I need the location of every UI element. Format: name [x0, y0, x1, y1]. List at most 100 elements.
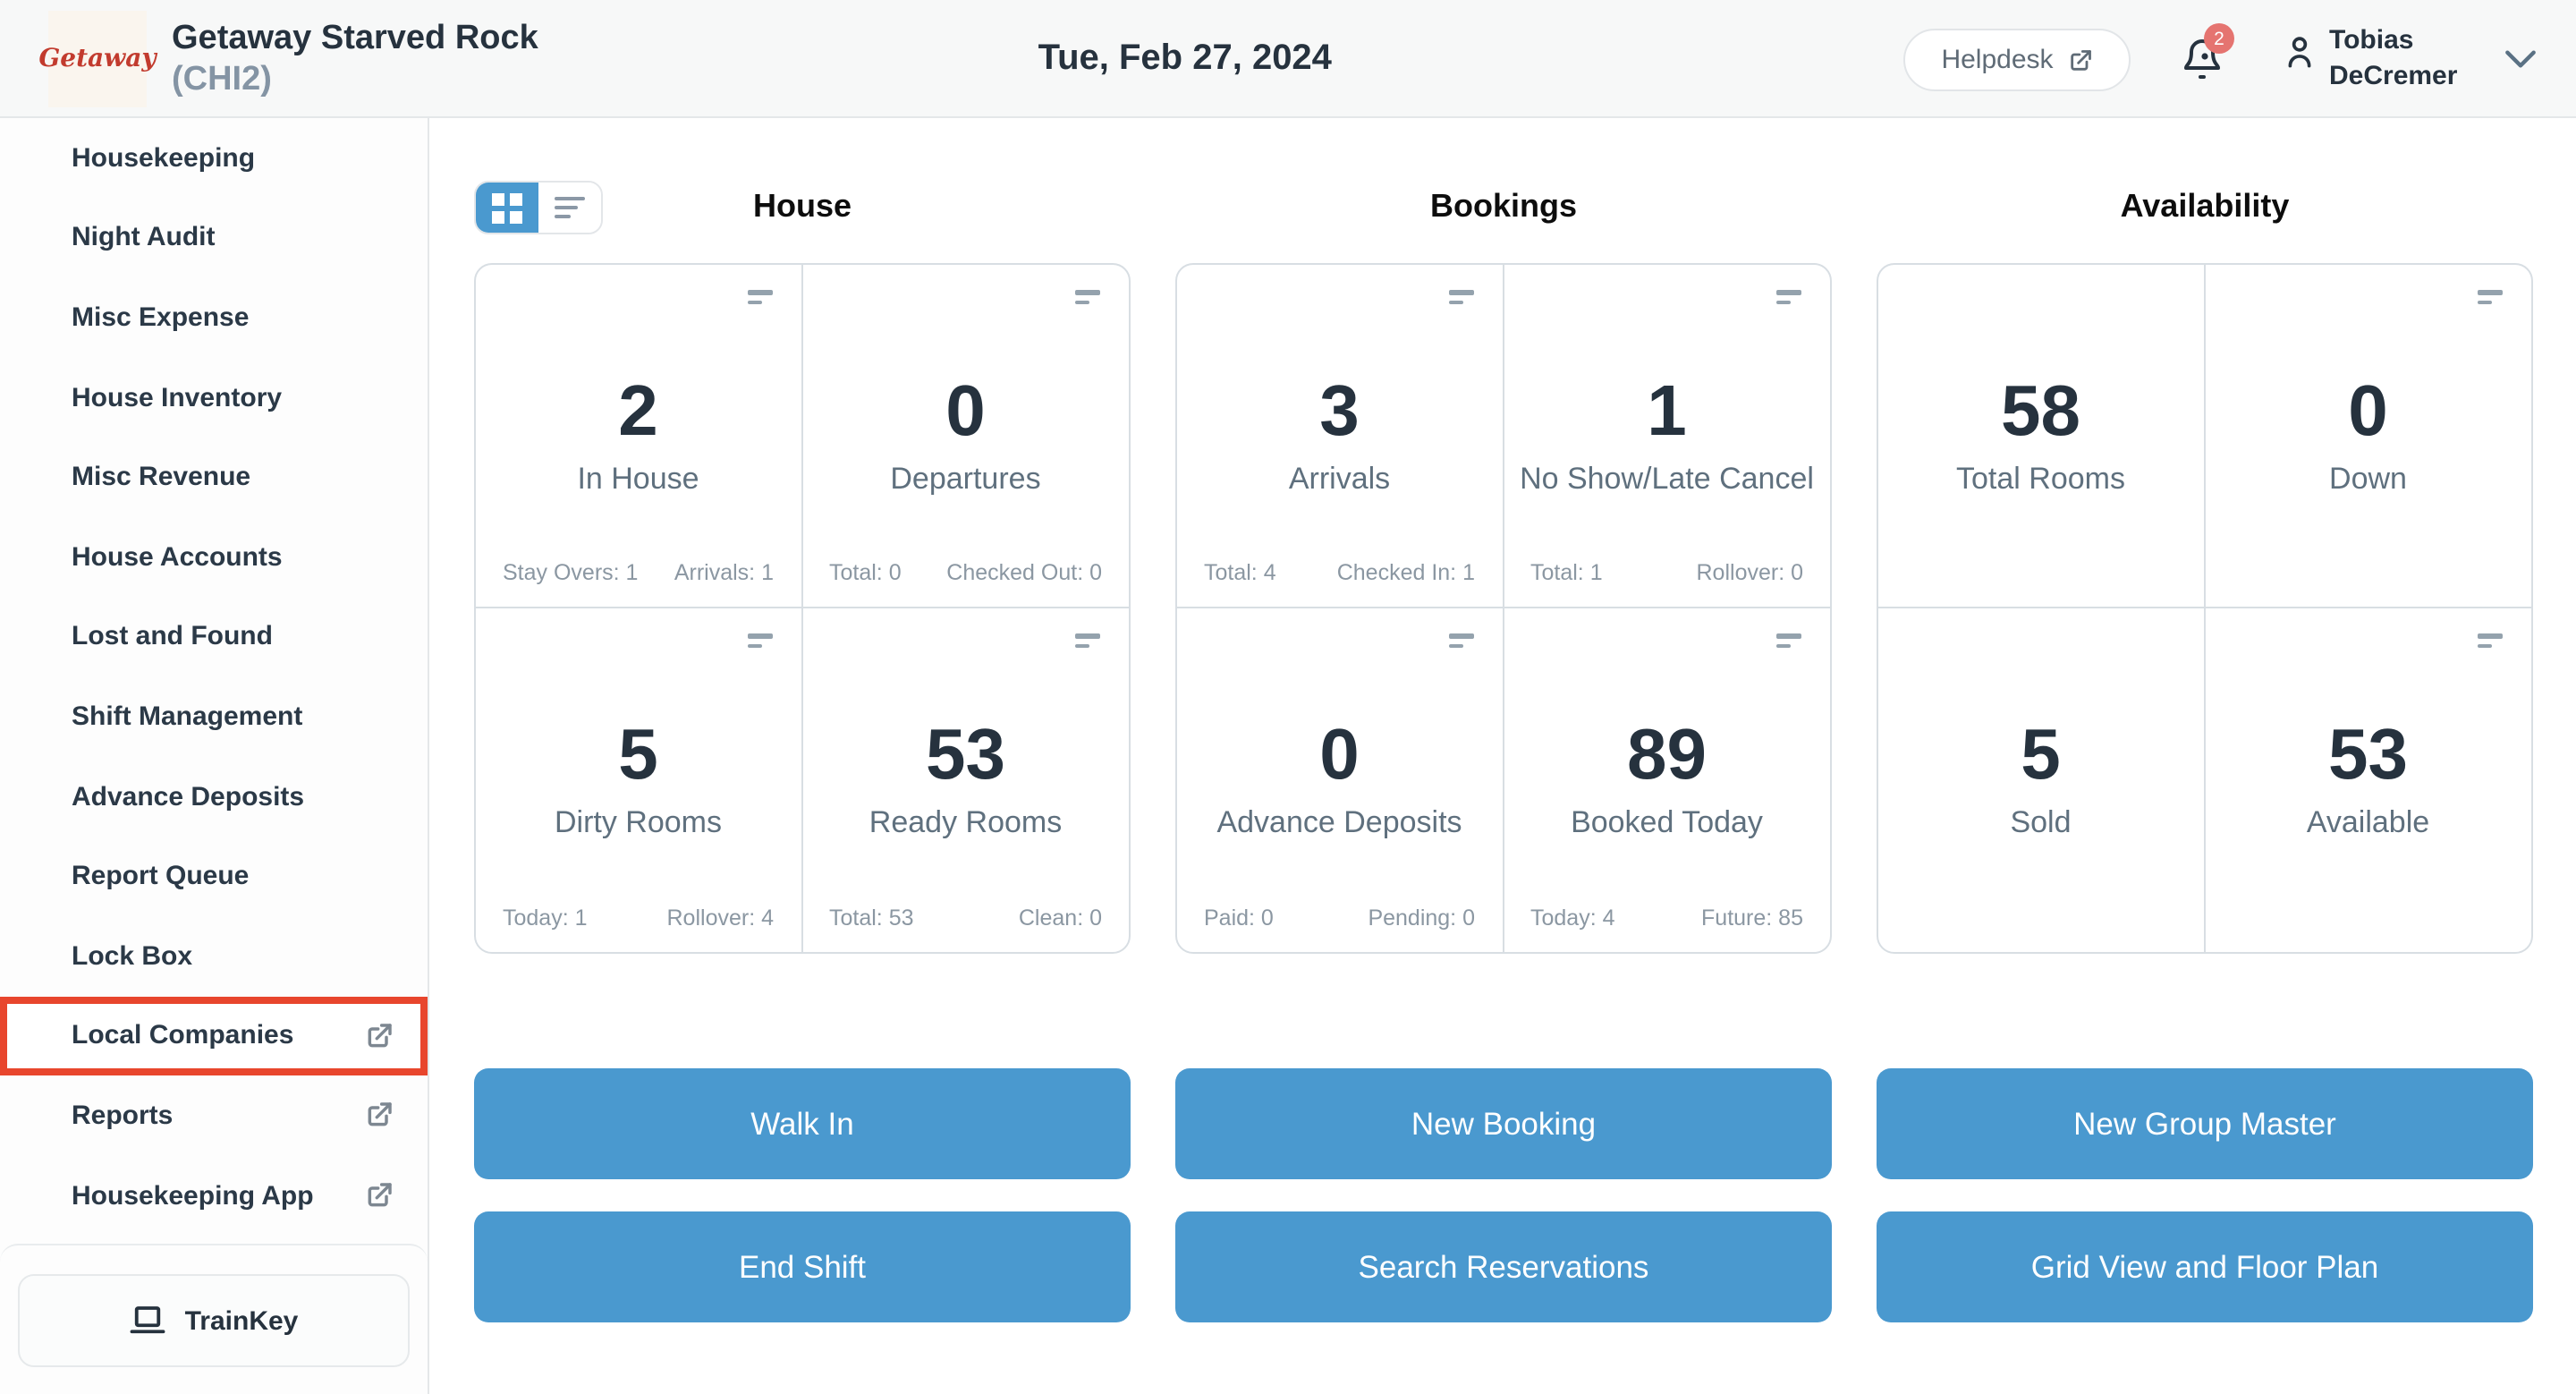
- sidebar-item-night-audit[interactable]: Night Audit: [0, 198, 428, 277]
- section-title-availability: Availability: [2120, 188, 2290, 224]
- stat-card-arrivals[interactable]: 3 Arrivals Total: 4 Checked In: 1: [1177, 265, 1504, 608]
- stat-label: Available: [2306, 805, 2430, 839]
- user-menu[interactable]: Tobias DeCremer: [2284, 23, 2457, 95]
- trainkey-button[interactable]: TrainKey: [18, 1274, 410, 1367]
- stat-footer-left: Paid: 0: [1204, 905, 1274, 931]
- stat-footer-right: Clean: 0: [1018, 905, 1102, 931]
- new-group-master-button[interactable]: New Group Master: [1877, 1068, 2533, 1179]
- external-link-icon: [365, 1101, 394, 1130]
- stat-footer-left: Today: 4: [1530, 905, 1615, 931]
- property-name: Getaway Starved Rock: [172, 20, 538, 57]
- notifications-button[interactable]: 2: [2181, 23, 2234, 84]
- stat-footer: Today: 4 Future: 85: [1530, 905, 1803, 931]
- stat-card-booked-today[interactable]: 89 Booked Today Today: 4 Future: 85: [1504, 608, 1830, 952]
- stat-footer: Total: 0 Checked Out: 0: [829, 560, 1102, 585]
- helpdesk-button[interactable]: Helpdesk: [1903, 29, 2131, 91]
- card-menu-icon[interactable]: [2478, 290, 2503, 304]
- card-menu-icon[interactable]: [1776, 633, 1801, 648]
- sidebar-item-housekeeping[interactable]: Housekeeping: [0, 118, 428, 198]
- stat-value: 1: [1647, 372, 1687, 451]
- search-reservations-button[interactable]: Search Reservations: [1175, 1211, 1832, 1322]
- stat-footer-right: Pending: 0: [1368, 905, 1475, 931]
- stat-value: 5: [2021, 716, 2061, 795]
- stat-value: 53: [926, 716, 1005, 795]
- sidebar-item-misc-revenue[interactable]: Misc Revenue: [0, 438, 428, 517]
- sidebar-item-misc-expense[interactable]: Misc Expense: [0, 277, 428, 357]
- end-shift-button[interactable]: End Shift: [474, 1211, 1131, 1322]
- stat-footer-right: Future: 85: [1701, 905, 1803, 931]
- laptop-icon: [130, 1305, 167, 1337]
- grid-icon: [492, 192, 522, 223]
- stat-card-down[interactable]: 0 Down: [2205, 265, 2531, 608]
- stat-card-in-house[interactable]: 2 In House Stay Overs: 1 Arrivals: 1: [476, 265, 802, 608]
- sidebar-item-reports[interactable]: Reports: [0, 1075, 428, 1155]
- user-icon: [2284, 34, 2315, 70]
- sidebar-item-housekeeping-app[interactable]: Housekeeping App: [0, 1155, 428, 1235]
- new-booking-button[interactable]: New Booking: [1175, 1068, 1832, 1179]
- stat-card-departures[interactable]: 0 Departures Total: 0 Checked Out: 0: [802, 265, 1129, 608]
- stat-footer-left: Total: 1: [1530, 560, 1603, 585]
- stat-card-no-show-late-cancel[interactable]: 1 No Show/Late Cancel Total: 1 Rollover: 0: [1504, 265, 1830, 608]
- user-last-name: DeCremer: [2329, 61, 2458, 91]
- stat-card-total-rooms[interactable]: 58 Total Rooms: [1878, 265, 2205, 608]
- sidebar-item-shift-management[interactable]: Shift Management: [0, 676, 428, 756]
- stat-label: Arrivals: [1288, 462, 1391, 496]
- card-menu-icon[interactable]: [747, 633, 772, 648]
- stat-value: 0: [1319, 716, 1360, 795]
- stat-footer: Total: 1 Rollover: 0: [1530, 560, 1803, 585]
- view-toggle: [474, 181, 603, 234]
- brand-logo[interactable]: Getaway: [38, 11, 157, 107]
- sidebar-item-report-queue[interactable]: Report Queue: [0, 837, 428, 916]
- sidebar-item-label: Report Queue: [72, 861, 250, 892]
- card-menu-icon[interactable]: [747, 290, 772, 304]
- stat-footer-left: Total: 4: [1204, 560, 1276, 585]
- stat-card-dirty-rooms[interactable]: 5 Dirty Rooms Today: 1 Rollover: 4: [476, 608, 802, 952]
- top-header: Getaway Getaway Starved Rock (CHI2) Tue,…: [0, 0, 2576, 118]
- stat-value: 53: [2328, 716, 2408, 795]
- grid-view-toggle-button[interactable]: [476, 183, 538, 233]
- stat-card-group-house: 2 In House Stay Overs: 1 Arrivals: 1 0 Depart…: [474, 263, 1131, 954]
- sidebar-item-lost-and-found[interactable]: Lost and Found: [0, 597, 428, 676]
- sidebar-item-label: Shift Management: [72, 701, 303, 732]
- sidebar-item-label: Night Audit: [72, 222, 216, 253]
- grid-view-and-floor-plan-button[interactable]: Grid View and Floor Plan: [1877, 1211, 2533, 1322]
- sidebar-item-label: Local Companies: [72, 1020, 294, 1051]
- stat-card-advance-deposits[interactable]: 0 Advance Deposits Paid: 0 Pending: 0: [1177, 608, 1504, 952]
- stat-footer: Total: 53 Clean: 0: [829, 905, 1102, 931]
- stat-label: Dirty Rooms: [554, 805, 722, 839]
- stat-label: Booked Today: [1571, 805, 1763, 839]
- card-menu-icon[interactable]: [1075, 633, 1100, 648]
- stat-card-available[interactable]: 53 Available: [2205, 608, 2531, 952]
- stat-footer-right: Checked Out: 0: [946, 560, 1102, 585]
- sidebar-item-house-accounts[interactable]: House Accounts: [0, 517, 428, 597]
- card-menu-icon[interactable]: [1448, 633, 1473, 648]
- stat-card-sold[interactable]: 5 Sold: [1878, 608, 2205, 952]
- stat-footer: Today: 1 Rollover: 4: [503, 905, 774, 931]
- user-first-name: Tobias: [2329, 25, 2414, 55]
- stat-footer-right: Rollover: 0: [1696, 560, 1804, 585]
- brand-logo-text: Getaway: [38, 45, 157, 73]
- sidebar-item-label: Housekeeping App: [72, 1180, 314, 1211]
- card-menu-icon[interactable]: [1448, 290, 1473, 304]
- sidebar-item-lock-box[interactable]: Lock Box: [0, 916, 428, 996]
- sidebar-item-local-companies[interactable]: Local Companies: [0, 996, 428, 1076]
- sidebar-item-house-inventory[interactable]: House Inventory: [0, 358, 428, 438]
- card-menu-icon[interactable]: [2478, 633, 2503, 648]
- stat-footer: Total: 4 Checked In: 1: [1204, 560, 1475, 585]
- sidebar-item-label: Lost and Found: [72, 621, 273, 652]
- chevron-down-icon[interactable]: [2501, 43, 2540, 75]
- list-view-toggle-button[interactable]: [538, 183, 601, 233]
- stat-value: 58: [2001, 372, 2080, 451]
- card-menu-icon[interactable]: [1075, 290, 1100, 304]
- sidebar-item-label: Housekeeping: [72, 142, 256, 174]
- stat-card-ready-rooms[interactable]: 53 Ready Rooms Total: 53 Clean: 0: [802, 608, 1129, 952]
- sidebar-item-advance-deposits[interactable]: Advance Deposits: [0, 757, 428, 837]
- stat-label: Advance Deposits: [1216, 805, 1462, 839]
- sidebar-item-label: Advance Deposits: [72, 781, 305, 812]
- external-link-icon: [2068, 47, 2093, 72]
- stat-value: 89: [1627, 716, 1707, 795]
- notification-badge: 2: [2204, 23, 2234, 54]
- walk-in-button[interactable]: Walk In: [474, 1068, 1131, 1179]
- card-menu-icon[interactable]: [1776, 290, 1801, 304]
